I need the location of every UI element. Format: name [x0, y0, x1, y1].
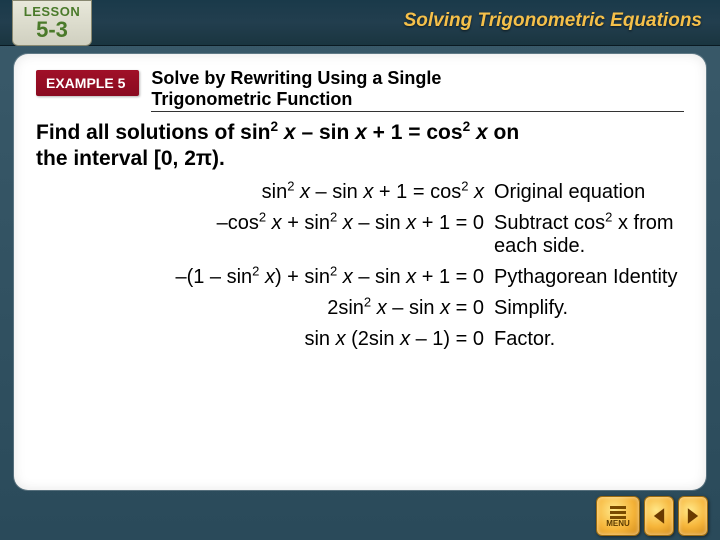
example-badge: EXAMPLE 5	[36, 70, 139, 96]
steps-grid: sin2 x – sin x + 1 = cos2 x Original equ…	[36, 181, 684, 351]
prev-button[interactable]	[644, 496, 674, 536]
slide-root: LESSON 5-3 Solving Trigonometric Equatio…	[0, 0, 720, 540]
subtitle-line2: Trigonometric Function	[151, 89, 352, 109]
menu-icon	[609, 505, 627, 519]
subtitle-line1: Solve by Rewriting Using a Single	[151, 68, 441, 88]
step-1-reason: Original equation	[494, 181, 684, 204]
step-2-reason: Subtract cos2 x from each side.	[494, 212, 684, 258]
arrow-right-icon	[686, 507, 700, 525]
problem-line2: the interval [0, 2π).	[36, 147, 225, 170]
step-4-eq: 2sin2 x – sin x = 0	[36, 297, 484, 320]
step-5-eq: sin x (2sin x – 1) = 0	[36, 328, 484, 351]
step-1-eq: sin2 x – sin x + 1 = cos2 x	[36, 181, 484, 204]
lesson-tab: LESSON 5-3	[12, 0, 92, 46]
menu-label: MENU	[606, 519, 630, 528]
next-button[interactable]	[678, 496, 708, 536]
nav-cluster: MENU	[596, 496, 708, 536]
footer-bar: MENU	[0, 492, 720, 540]
step-5-reason: Factor.	[494, 328, 684, 351]
step-2-eq: –cos2 x + sin2 x – sin x + 1 = 0	[36, 212, 484, 258]
chapter-title: Solving Trigonometric Equations	[404, 10, 702, 32]
step-3-reason: Pythagorean Identity	[494, 266, 684, 289]
step-3-eq: –(1 – sin2 x) + sin2 x – sin x + 1 = 0	[36, 266, 484, 289]
problem-lead: Find all solutions of sin	[36, 121, 271, 144]
arrow-left-icon	[652, 507, 666, 525]
example-subtitle: Solve by Rewriting Using a Single Trigon…	[151, 68, 684, 112]
header-bar: LESSON 5-3 Solving Trigonometric Equatio…	[0, 0, 720, 46]
problem-statement: Find all solutions of sin2 x – sin x + 1…	[36, 120, 684, 170]
example-header: EXAMPLE 5 Solve by Rewriting Using a Sin…	[36, 68, 684, 112]
step-4-reason: Simplify.	[494, 297, 684, 320]
lesson-label: LESSON	[24, 5, 80, 19]
lesson-number: 5-3	[36, 18, 68, 41]
menu-button[interactable]: MENU	[596, 496, 640, 536]
content-panel: EXAMPLE 5 Solve by Rewriting Using a Sin…	[14, 54, 706, 490]
